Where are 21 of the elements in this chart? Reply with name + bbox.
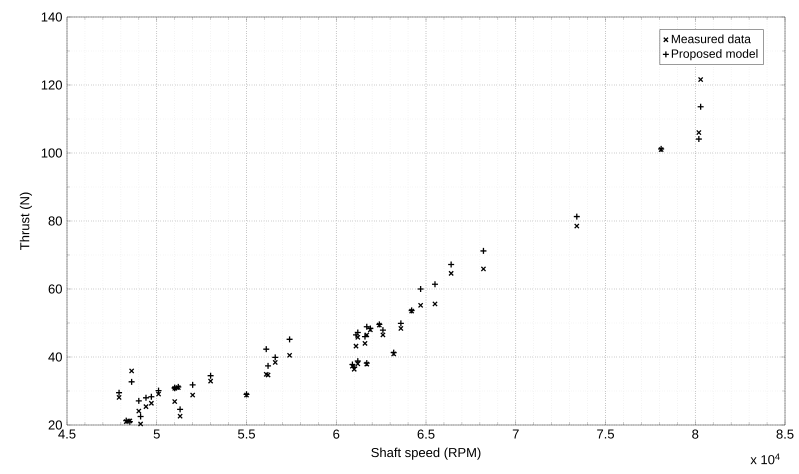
y-axis-title: Thrust (N) [20,192,32,250]
text: x 10$^{4}$ [750,454,780,464]
x-tick-label: 7 [512,430,519,438]
x-tick-label: 4.5 [58,430,76,439]
y-tick-label: 80 [48,216,62,226]
x-tick-label: 5.5 [238,430,255,439]
y-tick-label: 140 [42,12,62,22]
legend-label: Measured data [672,34,751,44]
y-tick-label: 20 [48,420,62,430]
y-tick-label: 40 [48,352,62,362]
legend-label: Proposed model [672,49,758,60]
x-tick-label: 6.5 [418,430,434,439]
x-axis-title: Shaft speed (RPM) [371,448,480,460]
x-tick-label: 8 [692,430,698,439]
x-tick-label: 7.5 [597,430,614,439]
y-tick-label: 120 [42,80,62,90]
y-tick-label: 60 [48,284,62,294]
x-tick-label: 8.5 [776,430,794,439]
x-tick-label: 6 [333,430,340,439]
x-tick-label: 5 [154,430,160,439]
y-tick-label: 100 [42,148,62,158]
